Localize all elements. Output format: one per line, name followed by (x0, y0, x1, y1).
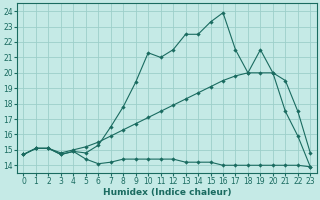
X-axis label: Humidex (Indice chaleur): Humidex (Indice chaleur) (103, 188, 231, 197)
